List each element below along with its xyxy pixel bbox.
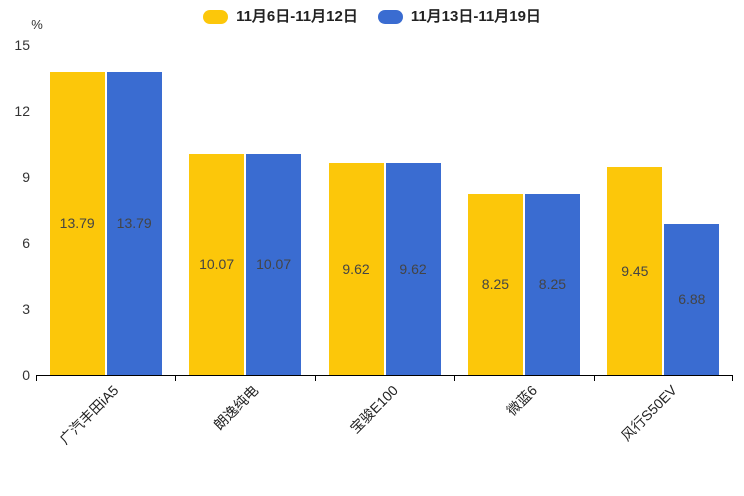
bar-value-label: 9.45	[621, 263, 649, 280]
x-axis-tick	[732, 376, 733, 381]
bar-value-label: 9.62	[399, 261, 427, 278]
plot-area: 13.79 13.79 10.07 10.07 9.62 9.62 8.25 8.25 9.45…	[36, 45, 733, 381]
x-category-label-1: 朗逸纯电	[210, 382, 262, 433]
x-axis-tick	[454, 376, 456, 381]
legend: 11月6日-11月12日 11月13日-11月19日	[0, 8, 744, 26]
bar-value-label: 9.62	[342, 261, 370, 278]
bar-series0-4[interactable]: 9.45	[607, 167, 663, 375]
bar-group-0: 13.79 13.79	[36, 45, 175, 375]
legend-item-1[interactable]: 11月13日-11月19日	[377, 8, 541, 26]
x-category-label-3: 微蓝6	[503, 382, 541, 419]
bar-value-label: 10.07	[256, 256, 292, 273]
x-axis-tick	[314, 376, 316, 381]
legend-swatch-icon	[377, 10, 403, 24]
bar-series0-0[interactable]: 13.79	[49, 71, 105, 375]
y-tick-label: 3	[22, 301, 30, 317]
bar-group-3: 8.25 8.25	[454, 45, 593, 375]
x-axis-tick	[175, 376, 177, 381]
y-tick-label: 15	[14, 37, 30, 53]
legend-label: 11月6日-11月12日	[236, 8, 358, 25]
bar-series1-0[interactable]: 13.79	[106, 71, 162, 375]
bar-value-label: 10.07	[199, 256, 235, 273]
y-tick-label: 12	[14, 103, 30, 119]
bar-value-label: 13.79	[59, 215, 95, 232]
bar-value-label: 6.88	[678, 291, 706, 308]
x-axis-tick	[593, 376, 595, 381]
y-tick-label: 9	[22, 169, 30, 185]
bar-series1-2[interactable]: 9.62	[385, 163, 441, 375]
x-axis-tick	[36, 376, 37, 381]
bar-series1-4[interactable]: 6.88	[664, 223, 720, 375]
bar-group-2: 9.62 9.62	[315, 45, 454, 375]
bar-series1-1[interactable]: 10.07	[246, 153, 302, 375]
x-category-label-2: 宝骏E100	[346, 382, 401, 437]
bar-value-label: 13.79	[116, 215, 152, 232]
bar-value-label: 8.25	[481, 276, 510, 293]
y-axis-unit-label: %	[31, 17, 43, 32]
y-tick-label: 0	[22, 367, 30, 383]
x-axis-labels: 广汽丰田iA5 朗逸纯电 宝骏E100 微蓝6 风行S50EV	[36, 382, 733, 492]
x-category-label-0: 广汽丰田iA5	[56, 382, 123, 448]
y-tick-label: 6	[22, 235, 30, 251]
bar-series1-3[interactable]: 8.25	[524, 193, 580, 375]
x-category-label-4: 风行S50EV	[617, 382, 680, 444]
bar-group-4: 9.45 6.88	[594, 45, 733, 375]
bar-series0-1[interactable]: 10.07	[189, 153, 245, 375]
legend-label: 11月13日-11月19日	[410, 8, 541, 25]
legend-swatch-icon	[203, 10, 229, 24]
bar-series0-2[interactable]: 9.62	[328, 163, 384, 375]
bar-group-1: 10.07 10.07	[175, 45, 314, 375]
y-axis: 0 3 6 9 12 15	[0, 0, 30, 496]
bar-value-label: 8.25	[538, 276, 567, 293]
legend-item-0[interactable]: 11月6日-11月12日	[203, 8, 358, 26]
bar-series0-3[interactable]: 8.25	[467, 193, 523, 375]
